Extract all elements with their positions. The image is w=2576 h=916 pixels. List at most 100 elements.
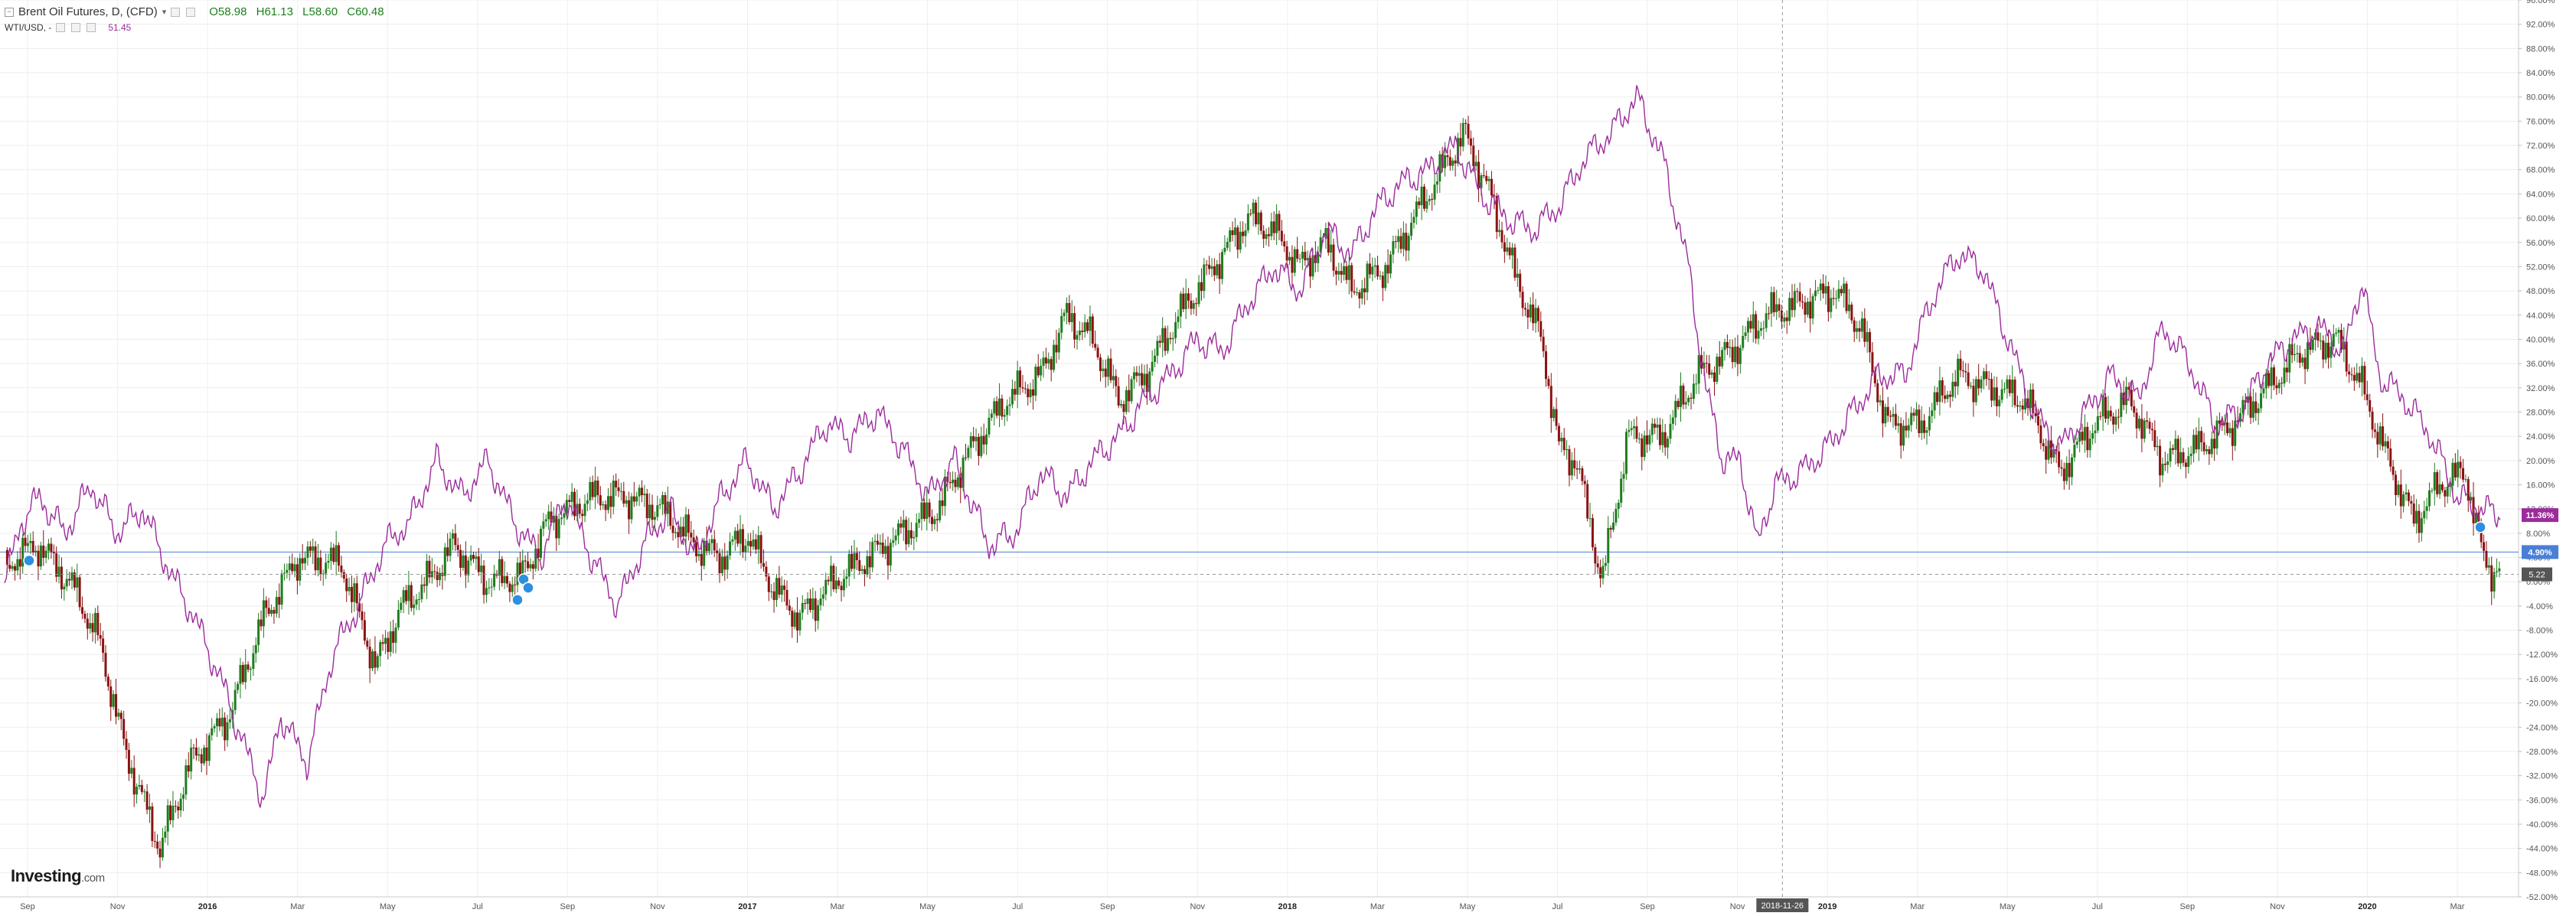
candle-body <box>1954 381 1957 386</box>
settings-icon[interactable] <box>71 23 81 32</box>
candle-body <box>265 600 268 608</box>
candle-body <box>464 555 467 575</box>
event-marker-icon[interactable] <box>23 554 35 567</box>
candle-body <box>138 784 141 787</box>
main-series-title[interactable]: Brent Oil Futures, D, (CFD) <box>18 5 158 18</box>
candle-body <box>1353 291 1356 293</box>
candle-body <box>1363 288 1366 292</box>
y-tick-label: 40.00% <box>2526 335 2555 344</box>
candle-body <box>1570 460 1573 476</box>
logo-suffix: .com <box>81 872 105 885</box>
candle-body <box>1534 308 1537 324</box>
candle-body <box>1721 350 1724 367</box>
candle-body <box>1060 316 1063 333</box>
candle-body <box>158 848 162 858</box>
candle-body <box>31 540 34 553</box>
candle-body <box>73 572 76 588</box>
x-tick-label: Jul <box>2092 902 2103 911</box>
candle-body <box>899 523 903 528</box>
candle-body <box>503 575 506 584</box>
candle-body <box>918 519 921 523</box>
candle-body <box>78 577 81 608</box>
candle-body <box>426 560 429 586</box>
candle-body <box>480 566 483 572</box>
candle-body <box>1115 376 1118 386</box>
candle-body <box>1368 263 1371 275</box>
candle-body <box>213 725 216 729</box>
baseline-label: 4.90% <box>2528 548 2552 557</box>
candle-body <box>1511 247 1514 256</box>
settings-icon[interactable] <box>186 8 196 17</box>
candle-body <box>1343 266 1346 275</box>
candle-body <box>1371 266 1374 275</box>
candle-body <box>112 694 115 707</box>
candle-body <box>765 566 768 577</box>
candle-body <box>368 647 371 669</box>
candle-body <box>1759 328 1762 331</box>
candle-body <box>1402 233 1405 249</box>
candle-body <box>140 784 143 792</box>
candle-body <box>1280 230 1283 242</box>
event-marker-icon[interactable] <box>511 594 524 606</box>
candle-body <box>1506 247 1509 252</box>
collapse-icon[interactable]: − <box>5 8 14 17</box>
candle-body <box>1291 256 1294 273</box>
close-icon[interactable] <box>87 23 96 32</box>
candle-body <box>2153 430 2156 448</box>
candle-body <box>2202 442 2205 451</box>
candle-body <box>1912 412 1915 416</box>
series-menu-icon[interactable]: ▾ <box>162 8 167 17</box>
event-marker-icon[interactable] <box>522 582 534 594</box>
candle-body <box>2122 393 2125 406</box>
candle-body <box>573 491 576 517</box>
candle-body <box>16 559 19 571</box>
candle-body <box>2337 330 2340 333</box>
visibility-icon[interactable] <box>171 8 181 17</box>
candle-body <box>739 529 742 544</box>
candle-body <box>387 637 390 652</box>
candle-body <box>2335 332 2338 334</box>
candle-body <box>705 540 708 552</box>
candle-body <box>1091 316 1094 344</box>
x-tick-label: May <box>2000 902 2016 911</box>
candle-body <box>1117 386 1120 406</box>
y-tick-label: 92.00% <box>2526 21 2555 30</box>
candle-body <box>1650 423 1654 435</box>
candle-body <box>2407 492 2410 501</box>
candle-body <box>1474 161 1477 167</box>
candle-body <box>2441 484 2444 491</box>
candle-body <box>2150 429 2153 431</box>
candle-body <box>1360 288 1363 299</box>
candle-body <box>1021 387 1024 389</box>
candle-body <box>563 513 566 518</box>
candle-body <box>648 504 651 519</box>
y-tick-label: 80.00% <box>2526 93 2555 103</box>
candle-body <box>361 611 364 621</box>
candle-body <box>2270 367 2273 386</box>
y-tick-label: 48.00% <box>2526 287 2555 296</box>
candle-body <box>2247 396 2250 403</box>
compare-series-title[interactable]: WTI/USD, - <box>5 22 52 33</box>
x-tick-label: 2018 <box>1278 902 1297 911</box>
visibility-icon[interactable] <box>56 23 66 32</box>
y-tick-label: -16.00% <box>2526 675 2558 684</box>
candle-body <box>2137 419 2140 429</box>
candle-body <box>2290 344 2294 356</box>
candle-body <box>228 719 231 722</box>
y-tick-label: 56.00% <box>2526 239 2555 248</box>
event-marker-icon[interactable] <box>2474 521 2486 533</box>
candle-body <box>1656 424 1659 428</box>
candle-body <box>1446 155 1449 158</box>
y-tick-label: 28.00% <box>2526 408 2555 417</box>
candle-body <box>516 562 519 585</box>
candle-body <box>1027 389 1030 398</box>
candle-body <box>2363 366 2366 395</box>
candle-body <box>2094 430 2097 434</box>
x-tick-label: Nov <box>1730 902 1745 911</box>
candle-body <box>2000 389 2003 400</box>
candle-body <box>1384 265 1387 288</box>
candle-body <box>1682 385 1685 405</box>
candle-body <box>1259 212 1262 231</box>
candle-body <box>2026 398 2029 409</box>
